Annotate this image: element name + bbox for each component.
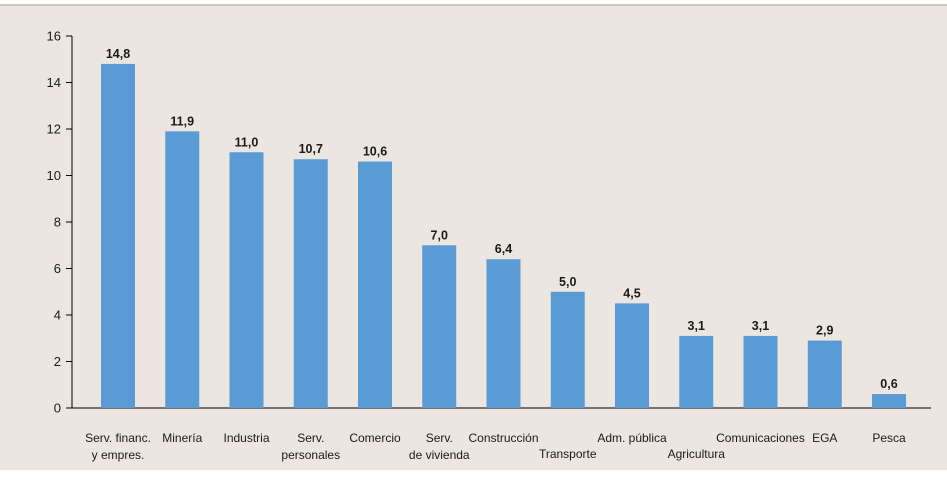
x-tick-label: personales: [281, 448, 340, 462]
bars: [101, 63, 906, 409]
bar: [229, 152, 264, 408]
y-axis: 0 2 4 6 8 10 12 14 16: [47, 29, 931, 416]
data-label: 11,9: [170, 114, 194, 128]
x-tick-label: Construcción: [468, 431, 538, 445]
bar: [165, 131, 200, 408]
data-label: 3,1: [688, 319, 705, 333]
bar: [679, 335, 714, 408]
y-tick-label: 2: [54, 354, 61, 369]
data-label: 10,7: [299, 142, 323, 156]
bar: [872, 394, 906, 408]
x-tick-label: Transporte: [539, 447, 597, 461]
data-label: 11,0: [235, 135, 259, 149]
x-tick-label: Comunicaciones: [716, 431, 805, 445]
data-label: 2,9: [816, 324, 833, 338]
bar: [101, 63, 135, 409]
data-label: 0,6: [880, 377, 897, 391]
x-tick-label: de vivienda: [409, 448, 470, 462]
y-tick-label: 6: [54, 261, 61, 276]
x-tick-label: Agricultura: [668, 447, 726, 461]
chart-panel: [0, 6, 947, 470]
bar: [422, 245, 457, 408]
x-tick-label: Serv.: [426, 431, 453, 445]
value-labels: 14,8 11,9 11,0 10,7 10,6 7,0 6,4 5,0 4,5 3,1 3,1 2,…: [106, 47, 898, 391]
bar: [615, 303, 649, 408]
x-tick-label: Serv. financ.: [85, 431, 151, 445]
data-label: 5,0: [559, 275, 576, 289]
bar: [293, 159, 328, 408]
data-label: 3,1: [752, 319, 769, 333]
x-tick-label: Minería: [162, 431, 202, 445]
y-tick-label: 14: [47, 75, 61, 90]
y-tick-label: 10: [47, 168, 61, 183]
bar: [550, 291, 585, 408]
x-tick-label: Pesca: [872, 431, 906, 445]
top-rule: [0, 4, 947, 6]
x-tick-label: Industria: [223, 431, 269, 445]
x-tick-label: Serv.: [297, 431, 324, 445]
data-label: 10,6: [363, 145, 387, 159]
bar: [358, 161, 392, 408]
x-axis-labels: Serv. financ. y empres. Minería Industria Se…: [85, 431, 906, 462]
x-tick-label: Comercio: [349, 431, 401, 445]
data-label: 6,4: [495, 242, 512, 256]
x-tick-label: EGA: [812, 431, 837, 445]
data-label: 7,0: [431, 228, 448, 242]
y-tick-label: 16: [47, 29, 61, 44]
data-label: 14,8: [106, 47, 130, 61]
y-tick-label: 8: [54, 215, 61, 230]
bar: [807, 340, 842, 408]
bar: [486, 259, 521, 408]
y-tick-label: 12: [47, 122, 61, 137]
data-label: 4,5: [623, 286, 640, 300]
y-tick-label: 4: [54, 308, 61, 323]
x-tick-label: y empres.: [92, 448, 145, 462]
y-tick-label: 0: [54, 401, 61, 416]
bar: [743, 335, 778, 408]
x-tick-label: Adm. pública: [597, 431, 667, 445]
